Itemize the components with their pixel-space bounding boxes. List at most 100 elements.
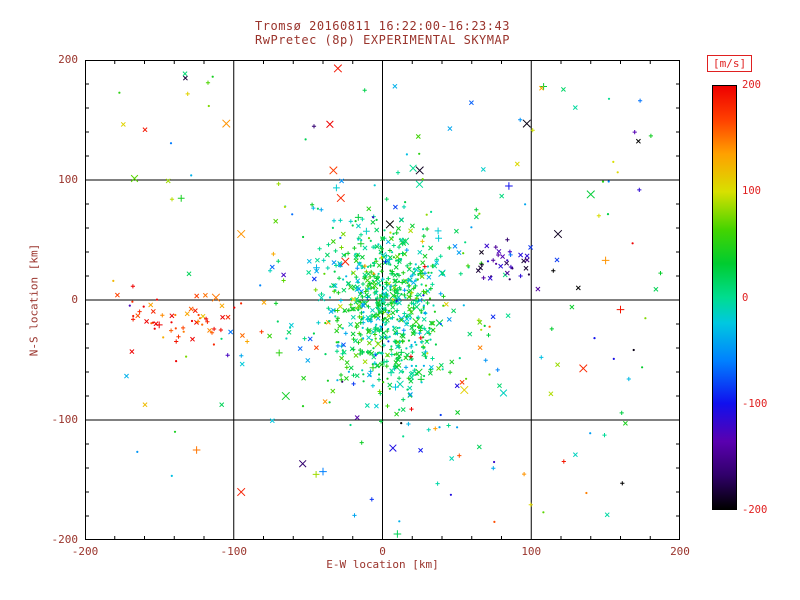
scatter-point	[354, 220, 357, 223]
scatter-point	[393, 264, 399, 270]
scatter-point	[596, 213, 601, 218]
scatter-point	[142, 402, 148, 408]
scatter-point	[177, 194, 185, 202]
scatter-point	[396, 353, 402, 359]
scatter-point	[401, 270, 406, 275]
scatter-point	[392, 365, 395, 368]
scatter-point	[458, 357, 461, 360]
scatter-point	[404, 352, 410, 358]
scatter-point	[474, 207, 479, 212]
scatter-point	[493, 520, 496, 523]
scatter-point	[302, 235, 305, 239]
scatter-point	[394, 364, 400, 370]
scatter-point	[491, 258, 496, 263]
scatter-point	[392, 383, 399, 391]
scatter-point	[417, 292, 422, 298]
scatter-point	[425, 300, 430, 306]
scatter-point	[285, 337, 288, 340]
scatter-point	[506, 259, 509, 262]
scatter-point	[607, 180, 610, 183]
scatter-point	[313, 287, 318, 292]
scatter-point	[329, 166, 338, 175]
scatter-point	[396, 380, 404, 388]
y-tick-label: -100	[51, 413, 79, 426]
scatter-point	[470, 226, 473, 229]
scatter-point	[344, 253, 347, 256]
colorbar-tick-label: 200	[742, 79, 761, 91]
colorbar-tick-label: -100	[742, 397, 768, 410]
scatter-point	[428, 364, 434, 370]
scatter-point	[390, 310, 396, 316]
scatter-point	[499, 193, 505, 199]
scatter-point	[631, 242, 634, 245]
scatter-point	[326, 379, 329, 382]
scatter-point	[337, 323, 343, 329]
scatter-point	[389, 231, 392, 234]
scatter-point	[527, 273, 530, 276]
scatter-point	[402, 288, 407, 293]
scatter-point	[387, 257, 392, 262]
scatter-point	[424, 284, 428, 287]
scatter-point	[212, 326, 217, 332]
scatter-point	[354, 214, 362, 221]
scatter-point	[416, 278, 419, 281]
scatter-point	[412, 268, 415, 271]
scatter-point	[396, 273, 402, 278]
scatter-point	[397, 376, 402, 381]
scatter-point	[422, 253, 428, 259]
scatter-point	[174, 339, 179, 344]
scatter-point	[369, 239, 372, 242]
scatter-point	[150, 322, 153, 325]
scatter-point	[417, 331, 422, 336]
scatter-point	[397, 349, 405, 356]
scatter-point	[360, 317, 363, 320]
scatter-point	[324, 353, 327, 356]
scatter-point	[372, 264, 375, 267]
scatter-point	[132, 314, 135, 318]
scatter-point	[438, 426, 441, 429]
scatter-point	[341, 252, 347, 258]
scatter-point	[422, 290, 428, 295]
scatter-point	[569, 304, 575, 310]
scatter-point	[297, 346, 303, 352]
scatter-point	[372, 361, 377, 366]
scatter-point	[407, 392, 413, 397]
scatter-point	[407, 304, 410, 307]
scatter-point	[414, 341, 417, 344]
scatter-point	[338, 372, 344, 378]
scatter-point	[378, 373, 381, 376]
scatter-point	[379, 328, 383, 331]
scatter-point	[439, 322, 442, 326]
scatter-point	[182, 71, 188, 77]
scatter-point	[397, 280, 401, 283]
scatter-point	[435, 234, 442, 242]
scatter-point	[333, 270, 336, 273]
scatter-point	[291, 213, 294, 216]
scatter-point	[371, 279, 374, 282]
scatter-point	[353, 352, 359, 358]
scatter-point	[360, 303, 366, 308]
scatter-point	[345, 275, 348, 278]
scatter-point	[418, 335, 423, 340]
scatter-point	[418, 152, 421, 155]
scatter-point	[339, 377, 344, 382]
scatter-point	[211, 75, 214, 78]
scatter-point	[339, 236, 342, 239]
scatter-point	[370, 307, 375, 313]
scatter-point	[378, 391, 383, 396]
x-tick-label: 200	[670, 545, 690, 558]
scatter-point	[433, 310, 436, 313]
scatter-point	[422, 294, 425, 297]
scatter-point	[400, 258, 403, 261]
scatter-point	[377, 272, 380, 275]
scatter-point	[400, 422, 403, 425]
scatter-point	[342, 308, 348, 313]
scatter-point	[367, 287, 370, 290]
scatter-point	[341, 349, 347, 355]
scatter-point	[338, 218, 343, 223]
scatter-point	[385, 403, 390, 409]
scatter-point	[441, 368, 444, 371]
scatter-point	[162, 336, 165, 339]
scatter-point	[273, 301, 279, 306]
scatter-point	[380, 358, 388, 366]
